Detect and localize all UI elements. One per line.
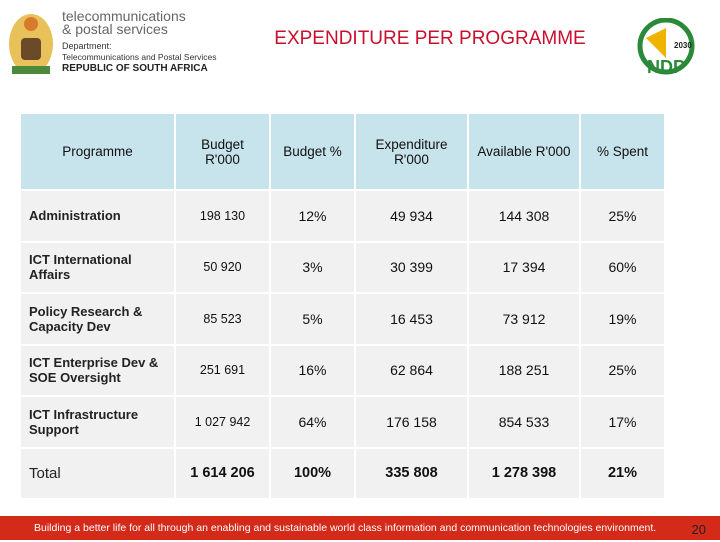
ndp-year: 2030 xyxy=(674,41,692,50)
value-cell: 17% xyxy=(581,397,664,447)
programme-cell: Policy Research & Capacity Dev xyxy=(21,294,174,344)
value-cell: 49 934 xyxy=(356,191,467,241)
logo-line: Department: xyxy=(62,41,112,51)
value-cell: 12% xyxy=(271,191,354,241)
programme-cell: Total xyxy=(21,448,174,498)
value-cell: 19% xyxy=(581,294,664,344)
programme-cell: ICT Infrastructure Support xyxy=(21,397,174,447)
programme-cell: ICT Enterprise Dev & SOE Oversight xyxy=(21,345,174,395)
logo-line: telecommunications xyxy=(62,8,186,24)
value-cell: 25% xyxy=(581,345,664,395)
column-header: Budget % xyxy=(271,114,354,189)
table-body: Administration 198 130 12% 49 934 144 308 25%… xyxy=(21,191,664,498)
value-cell: 64% xyxy=(271,397,354,447)
programme-cell: Administration xyxy=(21,191,174,241)
ndp-logo: 2030 NDP xyxy=(637,18,695,77)
value-cell: 3% xyxy=(271,242,354,292)
ndp-text: NDP xyxy=(647,57,685,77)
table-row: Policy Research & Capacity Dev 85 523 5% 16… xyxy=(21,294,664,344)
table-row: Total 1 614 206 100% 335 808 1 278 398 21% xyxy=(21,448,664,498)
value-cell: 1 278 398 xyxy=(469,448,579,498)
value-cell: 17 394 xyxy=(469,242,579,292)
value-cell: 176 158 xyxy=(356,397,467,447)
column-header: Available R'000 xyxy=(469,114,579,189)
coat-of-arms xyxy=(9,14,53,74)
value-cell: 60% xyxy=(581,242,664,292)
column-header: Programme xyxy=(21,114,174,189)
table-row: ICT Infrastructure Support 1 027 942 64% 17… xyxy=(21,397,664,447)
value-cell: 854 533 xyxy=(469,397,579,447)
table-row: ICT Enterprise Dev & SOE Oversight 251 69… xyxy=(21,345,664,395)
footer-text: Building a better life for all through a… xyxy=(34,522,657,534)
column-header: % Spent xyxy=(581,114,664,189)
value-cell: 1 027 942 xyxy=(176,397,269,447)
value-cell: 251 691 xyxy=(176,345,269,395)
value-cell: 21% xyxy=(581,448,664,498)
footer-bar: Building a better life for all through a… xyxy=(0,516,720,540)
value-cell: 73 912 xyxy=(469,294,579,344)
value-cell: 16 453 xyxy=(356,294,467,344)
table-row: ICT International Affairs 50 920 3% 30 399 1… xyxy=(21,242,664,292)
value-cell: 30 399 xyxy=(356,242,467,292)
value-cell: 62 864 xyxy=(356,345,467,395)
programme-cell: ICT International Affairs xyxy=(21,242,174,292)
value-cell: 198 130 xyxy=(176,191,269,241)
value-cell: 144 308 xyxy=(469,191,579,241)
value-cell: 5% xyxy=(271,294,354,344)
department-logo: telecommunications & postal services Dep… xyxy=(4,8,224,83)
value-cell: 16% xyxy=(271,345,354,395)
value-cell: 25% xyxy=(581,191,664,241)
logo-line: REPUBLIC OF SOUTH AFRICA xyxy=(62,63,208,74)
value-cell: 335 808 xyxy=(356,448,467,498)
logo-line: Telecommunications and Postal Services xyxy=(62,52,217,62)
value-cell: 50 920 xyxy=(176,242,269,292)
column-header: Budget R'000 xyxy=(176,114,269,189)
header-row: Programme Budget R'000 Budget % Expenditure… xyxy=(21,114,664,189)
page-number: 20 xyxy=(691,522,706,537)
value-cell: 1 614 206 xyxy=(176,448,269,498)
expenditure-table: Programme Budget R'000 Budget % Expenditure… xyxy=(19,112,666,500)
value-cell: 100% xyxy=(271,448,354,498)
column-header: Expenditure R'000 xyxy=(356,114,467,189)
table-row: Administration 198 130 12% 49 934 144 308 25% xyxy=(21,191,664,241)
value-cell: 188 251 xyxy=(469,345,579,395)
logo-line: & postal services xyxy=(62,21,168,37)
value-cell: 85 523 xyxy=(176,294,269,344)
slide-title: EXPENDITURE PER PROGRAMME xyxy=(274,28,586,49)
